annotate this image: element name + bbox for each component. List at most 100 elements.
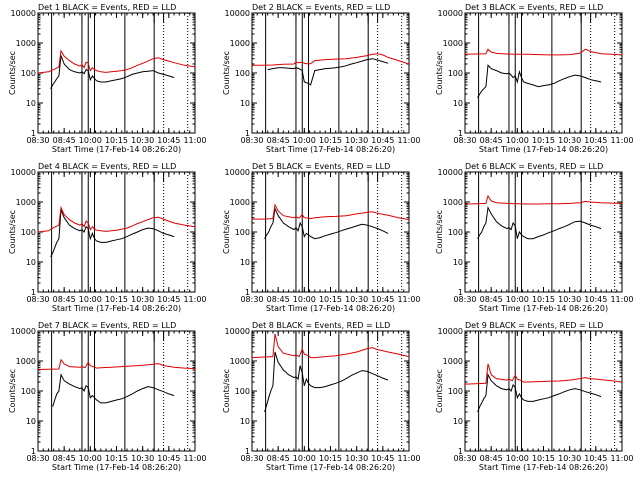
top-flag-marker bbox=[163, 171, 170, 182]
y-tick-label: 1000 bbox=[16, 39, 36, 48]
events-series-line bbox=[50, 209, 175, 257]
x-tick-label: 08:45 bbox=[53, 454, 76, 463]
top-flag-marker bbox=[367, 12, 375, 23]
panel-title: Det 3 BLACK = Events, RED = LLD bbox=[465, 3, 603, 12]
top-flag-marker bbox=[153, 330, 161, 341]
x-axis-label: Start Time (17-Feb-14 08:26:20) bbox=[266, 463, 395, 472]
x-tick-label: 08:45 bbox=[267, 454, 290, 463]
x-tick-label: 10:45 bbox=[157, 295, 180, 304]
detector-panel: Det 3 BLACK = Events, RED = LLD 1 10 100 100… bbox=[435, 3, 634, 154]
plot-frame bbox=[464, 171, 623, 293]
x-tick-label: 11:00 bbox=[610, 136, 633, 145]
y-tick-label: 10 bbox=[453, 99, 463, 108]
top-flag-marker bbox=[163, 12, 170, 23]
top-flag-marker bbox=[580, 330, 588, 341]
x-tick-label: 10:00 bbox=[293, 295, 316, 304]
x-tick-label: 08:45 bbox=[480, 136, 503, 145]
detector-panel: Det 9 BLACK = Events, RED = LLD 1 10 100 100… bbox=[435, 321, 634, 472]
y-tick-label: 100 bbox=[235, 228, 250, 237]
y-tick-label: 10000 bbox=[225, 9, 250, 18]
x-axis-label: Start Time (17-Feb-14 08:26:20) bbox=[266, 145, 395, 154]
events-series-line bbox=[477, 373, 602, 413]
x-tick-label: 08:30 bbox=[453, 136, 476, 145]
x-tick-label: 10:00 bbox=[79, 295, 102, 304]
x-tick-label: 10:45 bbox=[371, 454, 394, 463]
top-flag-marker bbox=[163, 330, 170, 341]
y-tick-label: 1 bbox=[31, 447, 36, 456]
top-flag-marker bbox=[590, 12, 597, 23]
y-tick-label: 1 bbox=[31, 129, 36, 138]
y-tick-label: 10000 bbox=[438, 9, 463, 18]
x-tick-label: 11:00 bbox=[610, 295, 633, 304]
x-tick-label: 10:15 bbox=[319, 295, 342, 304]
x-tick-label: 10:15 bbox=[105, 295, 128, 304]
detector-panel: Det 1 BLACK = Events, RED = LLD 1 10 100 100… bbox=[8, 3, 207, 154]
panel-title: Det 5 BLACK = Events, RED = LLD bbox=[252, 162, 390, 171]
x-tick-label: 08:30 bbox=[453, 295, 476, 304]
y-axis-label: Counts/sec bbox=[8, 51, 17, 95]
panel-title: Det 9 BLACK = Events, RED = LLD bbox=[465, 321, 603, 330]
top-flag-marker bbox=[508, 171, 515, 182]
x-tick-label: 10:00 bbox=[506, 136, 529, 145]
top-flag-marker bbox=[508, 330, 515, 341]
y-tick-label: 100 bbox=[448, 69, 463, 78]
y-tick-label: 1000 bbox=[230, 39, 250, 48]
x-tick-label: 08:45 bbox=[267, 295, 290, 304]
y-tick-label: 10 bbox=[240, 417, 250, 426]
panel-title: Det 8 BLACK = Events, RED = LLD bbox=[252, 321, 390, 330]
y-tick-label: 10 bbox=[26, 258, 36, 267]
x-tick-label: 08:45 bbox=[53, 295, 76, 304]
y-tick-label: 1 bbox=[245, 447, 250, 456]
events-series-line bbox=[477, 205, 602, 240]
x-tick-label: 10:00 bbox=[79, 454, 102, 463]
y-tick-label: 1 bbox=[245, 129, 250, 138]
plot-frame bbox=[464, 330, 623, 452]
y-tick-label: 1 bbox=[458, 129, 463, 138]
x-axis-label: Start Time (17-Feb-14 08:26:20) bbox=[52, 145, 181, 154]
x-tick-label: 11:00 bbox=[397, 295, 420, 304]
panel-title: Det 1 BLACK = Events, RED = LLD bbox=[38, 3, 176, 12]
y-tick-label: 1 bbox=[458, 288, 463, 297]
plot-frame bbox=[37, 330, 196, 452]
y-tick-label: 10000 bbox=[11, 9, 36, 18]
x-tick-label: 10:00 bbox=[506, 295, 529, 304]
x-axis-label: Start Time (17-Feb-14 08:26:20) bbox=[52, 304, 181, 313]
y-tick-label: 10 bbox=[453, 417, 463, 426]
y-axis-label: Counts/sec bbox=[222, 369, 231, 413]
y-tick-label: 10000 bbox=[438, 327, 463, 336]
x-tick-label: 08:30 bbox=[26, 454, 49, 463]
y-axis-label: Counts/sec bbox=[435, 210, 444, 254]
x-tick-label: 10:30 bbox=[131, 295, 154, 304]
x-tick-label: 10:30 bbox=[558, 136, 581, 145]
events-series-line bbox=[477, 64, 602, 98]
x-tick-label: 10:45 bbox=[584, 136, 607, 145]
x-tick-label: 08:45 bbox=[480, 454, 503, 463]
x-tick-label: 10:15 bbox=[532, 136, 555, 145]
panel-title: Det 7 BLACK = Events, RED = LLD bbox=[38, 321, 176, 330]
x-tick-label: 10:30 bbox=[558, 454, 581, 463]
plot-frame bbox=[37, 12, 196, 134]
top-flag-marker bbox=[580, 171, 588, 182]
events-series-line bbox=[264, 351, 389, 413]
x-tick-label: 10:15 bbox=[105, 454, 128, 463]
plot-frame bbox=[251, 12, 410, 134]
x-tick-label: 11:00 bbox=[397, 136, 420, 145]
top-flag-marker bbox=[81, 171, 88, 182]
x-tick-label: 10:15 bbox=[319, 136, 342, 145]
top-flag-marker bbox=[153, 171, 161, 182]
x-tick-label: 08:30 bbox=[26, 136, 49, 145]
top-flag-marker bbox=[367, 171, 375, 182]
lld-series-line bbox=[252, 333, 409, 359]
x-tick-label: 08:45 bbox=[53, 136, 76, 145]
lld-series-line bbox=[465, 363, 622, 385]
y-axis-label: Counts/sec bbox=[435, 51, 444, 95]
x-tick-label: 10:30 bbox=[345, 295, 368, 304]
x-tick-label: 10:45 bbox=[157, 454, 180, 463]
top-flag-marker bbox=[590, 330, 597, 341]
y-tick-label: 10000 bbox=[225, 327, 250, 336]
top-flag-marker bbox=[295, 12, 302, 23]
lld-series-line bbox=[252, 53, 409, 66]
top-flag-marker bbox=[580, 12, 588, 23]
x-tick-label: 08:30 bbox=[240, 454, 263, 463]
